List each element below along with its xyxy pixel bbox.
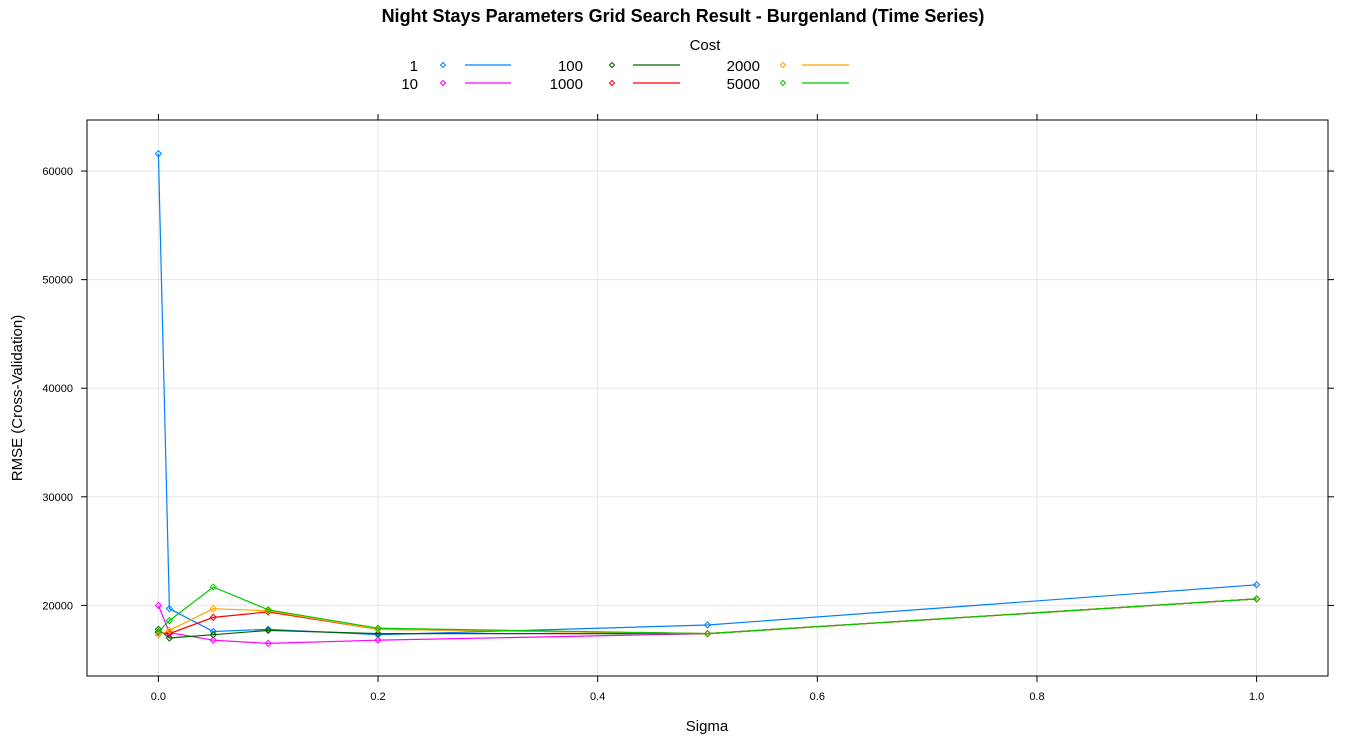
- series-group: [154, 149, 1261, 648]
- y-tick-label: 60000: [42, 166, 73, 178]
- legend-label-100: 100: [558, 58, 583, 75]
- x-tick-label: 0.0: [151, 691, 166, 703]
- chart-title: Night Stays Parameters Grid Search Resul…: [382, 6, 985, 26]
- axis-ticks: 0.0 0.2 0.4 0.6 0.8 1.0 20000 30000 40000 50000 60…: [42, 114, 1334, 703]
- data-point: [264, 606, 272, 614]
- data-point: [209, 636, 218, 644]
- data-point: [209, 631, 218, 639]
- legend-label-5000: 5000: [727, 76, 760, 93]
- legend-marker-1: [439, 61, 447, 69]
- legend-label-1000: 1000: [550, 76, 583, 93]
- data-point: [154, 601, 163, 610]
- legend-marker-10: [439, 79, 447, 87]
- data-point: [374, 636, 382, 644]
- y-tick-label: 30000: [42, 492, 73, 504]
- data-point: [154, 631, 163, 639]
- data-point: [264, 625, 272, 634]
- x-axis-label: Sigma: [686, 718, 729, 735]
- legend-label-10: 10: [401, 76, 418, 93]
- data-point: [165, 616, 174, 625]
- legend-marker-2000: [779, 61, 787, 69]
- data-point: [1252, 595, 1261, 603]
- series-1: [154, 149, 1261, 639]
- plot-frame: [86, 119, 1329, 677]
- series-5000: [154, 583, 1261, 638]
- data-point: [165, 634, 174, 642]
- data-point: [1252, 581, 1261, 589]
- series-line-2000: [158, 598, 1257, 636]
- data-point: [209, 613, 218, 622]
- y-tick-label: 50000: [42, 275, 73, 287]
- data-point: [374, 624, 382, 632]
- data-point: [374, 629, 382, 638]
- y-tick-label: 20000: [42, 600, 73, 612]
- data-point: [264, 626, 272, 635]
- series-line-5000: [157, 586, 1257, 635]
- data-point: [154, 627, 163, 636]
- data-point: [165, 629, 174, 638]
- legend-title: Cost: [690, 37, 722, 54]
- x-tick-label: 0.8: [1029, 691, 1044, 703]
- data-point: [209, 604, 218, 613]
- data-point: [154, 149, 163, 158]
- x-tick-label: 0.2: [370, 691, 385, 703]
- series-line-1: [157, 153, 1257, 636]
- data-point: [209, 583, 218, 591]
- legend-marker-100: [608, 61, 616, 69]
- x-tick-label: 1.0: [1249, 691, 1264, 703]
- x-tick-label: 0.4: [590, 691, 605, 703]
- grid: [87, 120, 1328, 676]
- legend-label-1: 1: [410, 58, 418, 75]
- data-point: [154, 628, 163, 637]
- data-point: [264, 639, 272, 648]
- y-axis-label: RMSE (Cross-Validation): [9, 315, 26, 481]
- data-point: [703, 621, 712, 629]
- y-tick-label: 40000: [42, 383, 73, 395]
- data-point: [165, 604, 174, 613]
- x-tick-label: 0.6: [810, 691, 825, 703]
- data-point: [703, 629, 712, 638]
- series-10: [154, 595, 1261, 648]
- legend-marker-5000: [779, 79, 787, 87]
- data-point: [165, 626, 174, 635]
- legend-label-2000: 2000: [727, 58, 760, 75]
- legend-marker-1000: [608, 79, 616, 87]
